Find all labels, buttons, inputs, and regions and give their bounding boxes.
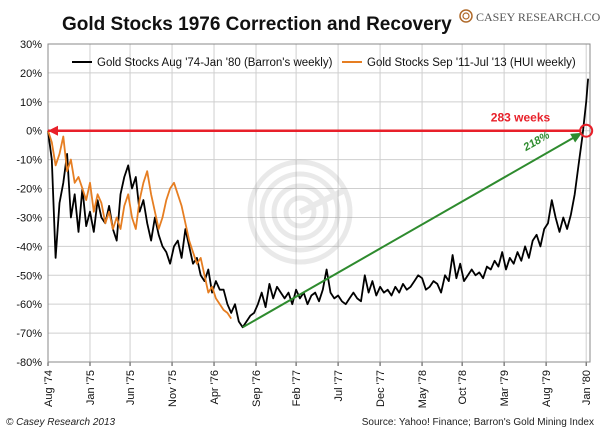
legend: Gold Stocks Aug '74-Jan '80 (Barron's we… (72, 57, 576, 69)
x-tick-label: Feb '77 (291, 370, 303, 406)
x-tick-label: Jul '77 (333, 370, 345, 401)
recovery-arrowhead (570, 132, 583, 143)
series-line-hui (47, 130, 232, 320)
y-tick-label: -60% (16, 299, 42, 311)
x-tick-label: Aug '74 (43, 370, 55, 407)
y-tick-label: -10% (16, 155, 42, 167)
x-tick-label: Mar '79 (499, 370, 511, 406)
legend-label-hui: Gold Stocks Sep '11-Jul '13 (HUI weekly) (367, 57, 576, 69)
y-tick-label: -50% (16, 270, 42, 282)
axes: 30% 20% 10% 0% -10% -20% -30% -40% -50% -60% -70% -… (16, 39, 593, 408)
plot-border (47, 43, 591, 363)
x-tick-label: Aug '79 (541, 370, 553, 407)
y-tick-label: 10% (20, 97, 42, 109)
series-line-barrons (47, 78, 589, 329)
y-tick-label: -30% (16, 212, 42, 224)
y-tick-label: -80% (16, 357, 42, 369)
x-tick-label: Apr '76 (209, 370, 221, 405)
zero-line-arrow-left (48, 125, 58, 136)
x-tick-label: Sep '76 (251, 370, 263, 407)
y-tick-label: 0% (26, 126, 42, 138)
legend-label-barrons: Gold Stocks Aug '74-Jan '80 (Barron's we… (97, 57, 333, 69)
copyright-text: © Casey Research 2013 (6, 417, 116, 428)
annotations: 283 weeks 218% (48, 111, 594, 329)
y-tick-label: -20% (16, 184, 42, 196)
y-tick-label: 30% (20, 39, 42, 51)
series-layer (47, 78, 589, 329)
casey-research-logo: CASEY RESEARCH.COM (459, 9, 600, 24)
chart-title: Gold Stocks 1976 Correction and Recovery (62, 14, 452, 35)
source-text: Source: Yahoo! Finance; Barron's Gold Mi… (362, 417, 594, 428)
brand-name: CASEY RESEARCH.COM (476, 10, 600, 24)
x-tick-label: Oct '78 (457, 370, 469, 405)
watermark-logo (247, 159, 353, 265)
endpoint-circle (579, 123, 594, 138)
weeks-annotation: 283 weeks (491, 111, 551, 125)
recovery-arrow (242, 131, 583, 329)
y-tick-label: -70% (16, 328, 42, 340)
x-tick-label: Nov '75 (167, 370, 179, 407)
x-tick-label: Dec '77 (375, 370, 387, 407)
x-tick-label: May '78 (417, 370, 429, 408)
y-tick-label: 20% (20, 68, 42, 80)
y-tick-label: -40% (16, 241, 42, 253)
x-tick-label: Jan '80 (581, 370, 593, 405)
gain-annotation: 218% (521, 129, 552, 154)
x-tick-label: Jan '75 (85, 370, 97, 405)
x-tick-label: Jun '75 (125, 370, 137, 405)
